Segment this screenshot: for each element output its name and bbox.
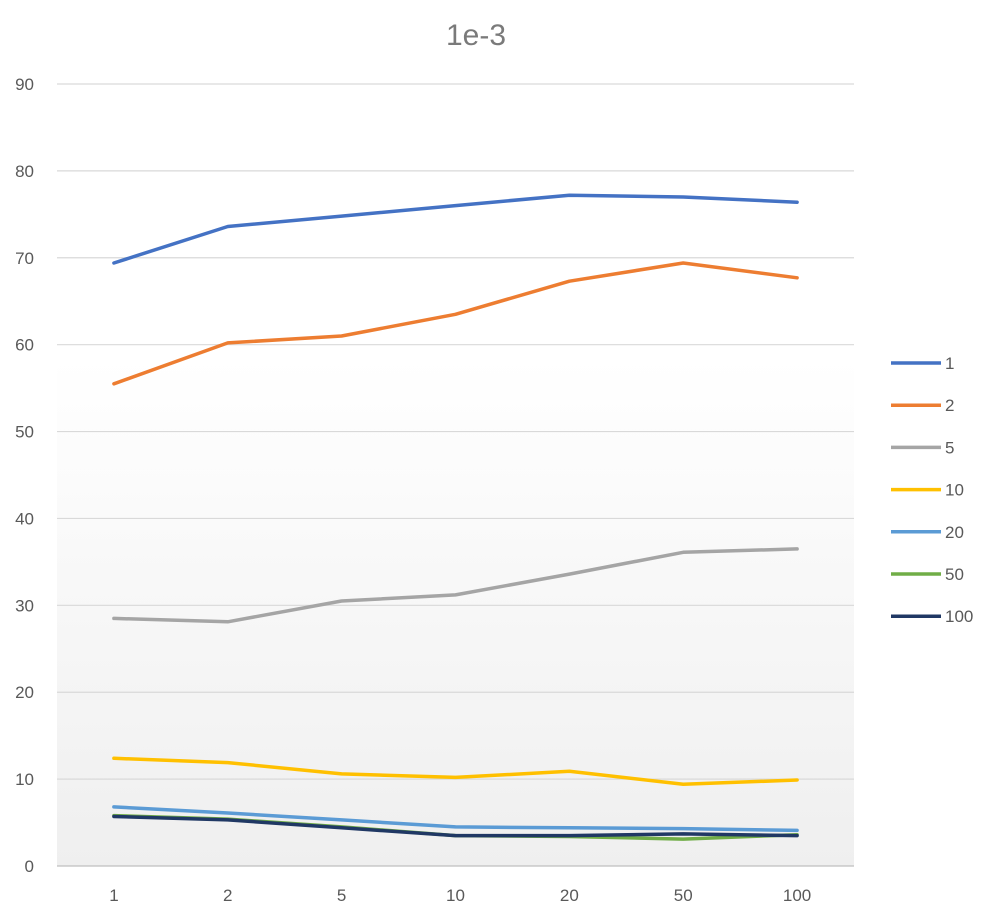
chart-title: 1e-3 bbox=[446, 19, 506, 52]
y-tick-label: 30 bbox=[15, 596, 34, 615]
x-tick-label: 1 bbox=[109, 886, 118, 905]
legend-item-1: 1 bbox=[891, 354, 954, 373]
y-tick-label: 40 bbox=[15, 509, 34, 528]
x-tick-label: 5 bbox=[337, 886, 346, 905]
y-tick-label: 60 bbox=[15, 336, 34, 355]
legend-item-100: 100 bbox=[891, 607, 973, 626]
legend-item-5: 5 bbox=[891, 438, 954, 457]
legend-item-2: 2 bbox=[891, 396, 954, 415]
series-line-10 bbox=[112, 756, 799, 787]
y-tick-label: 90 bbox=[15, 75, 34, 94]
y-tick-label: 80 bbox=[15, 162, 34, 181]
legend-label: 20 bbox=[945, 523, 964, 542]
plot-area bbox=[57, 84, 854, 866]
series-line-20 bbox=[112, 805, 799, 833]
legend-label: 5 bbox=[945, 438, 954, 457]
x-tick-label: 10 bbox=[446, 886, 465, 905]
series-line-2 bbox=[112, 261, 799, 386]
legend-item-50: 50 bbox=[891, 565, 964, 584]
legend-item-20: 20 bbox=[891, 523, 964, 542]
legend-label: 2 bbox=[945, 396, 954, 415]
series-line-5 bbox=[112, 547, 799, 624]
gridlines bbox=[57, 83, 854, 867]
legend-label: 1 bbox=[945, 354, 954, 373]
y-tick-label: 20 bbox=[15, 683, 34, 702]
legend-label: 100 bbox=[945, 607, 973, 626]
y-tick-label: 50 bbox=[15, 423, 34, 442]
x-tick-label: 100 bbox=[783, 886, 811, 905]
series-line-100 bbox=[112, 814, 799, 838]
legend-item-10: 10 bbox=[891, 481, 964, 500]
legend-label: 10 bbox=[945, 481, 964, 500]
x-tick-label: 20 bbox=[560, 886, 579, 905]
series-lines bbox=[112, 193, 799, 841]
y-axis-ticks: 0 10 20 30 40 50 60 70 80 90 bbox=[15, 75, 34, 876]
x-tick-label: 50 bbox=[674, 886, 693, 905]
y-tick-label: 10 bbox=[15, 770, 34, 789]
y-tick-label: 70 bbox=[15, 249, 34, 268]
y-tick-label: 0 bbox=[25, 857, 34, 876]
series-line-1 bbox=[112, 193, 799, 265]
legend: 1 2 5 10 20 50 100 bbox=[891, 354, 973, 626]
x-tick-label: 2 bbox=[223, 886, 232, 905]
legend-label: 50 bbox=[945, 565, 964, 584]
x-axis-ticks: 1 2 5 10 20 50 100 bbox=[109, 886, 811, 905]
